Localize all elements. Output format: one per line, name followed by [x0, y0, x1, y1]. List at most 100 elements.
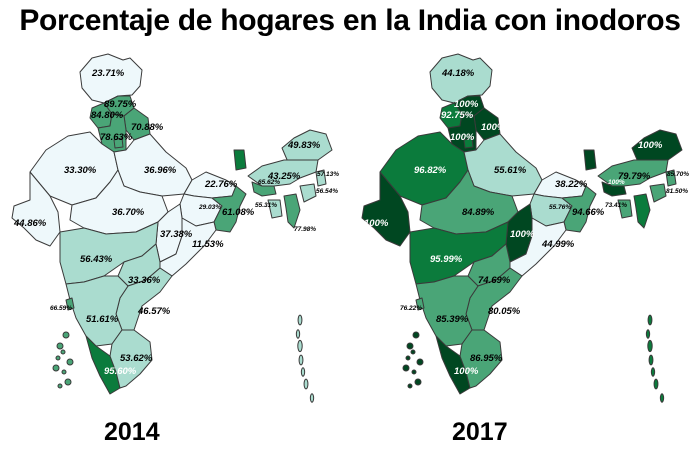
- state-sk-2014: [233, 149, 247, 171]
- value-label-uk-2014: 70.88%: [131, 122, 164, 133]
- state-jk-2017: [429, 53, 493, 104]
- island-andaman-1-2017: [645, 329, 651, 339]
- value-label-jh-2014: 29.03%: [198, 204, 221, 211]
- value-label-mh-2014: 56.43%: [80, 254, 113, 265]
- island-lakshadweep-5-2017: [402, 364, 410, 372]
- island-lakshadweep-3-2014: [55, 355, 61, 361]
- state-od-2017: [509, 217, 567, 277]
- value-label-jk-2014: 23.71%: [91, 68, 125, 79]
- value-label-br-2017: 38.22%: [555, 179, 588, 190]
- state-od-2014: [159, 217, 217, 277]
- value-label-tr-2014: 55.31%: [255, 202, 277, 209]
- island-andaman-0-2017: [647, 314, 653, 326]
- value-label-kl-2014: 95.60%: [104, 366, 137, 377]
- island-lakshadweep-0-2017: [412, 331, 420, 339]
- india-map-2014: 23.71% 89.75%84.80% 70.88%78.63% 33.30% 36.9…: [11, 53, 339, 403]
- value-label-ga-2014: 66.59%: [50, 305, 72, 312]
- value-label-mz-2014: 77.98%: [294, 226, 316, 233]
- state-jk-2014: [79, 53, 143, 104]
- state-ml-2014: [251, 181, 277, 197]
- value-label-up-2014: 36.96%: [144, 165, 177, 176]
- value-label-rj-2014: 33.30%: [64, 165, 97, 176]
- year-label-2014: 2014: [104, 418, 160, 446]
- value-label-ml-2014: 65.62%: [258, 179, 280, 186]
- year-label-2017: 2017: [452, 418, 508, 446]
- value-label-mh-2017: 95.99%: [430, 254, 463, 265]
- value-label-pb-2014: 84.80%: [91, 110, 124, 121]
- value-label-hp-2017: 100%: [454, 99, 479, 110]
- state-tn-2017: [459, 329, 503, 389]
- island-andaman-6-2017: [659, 393, 665, 403]
- island-andaman-3-2017: [648, 354, 654, 366]
- value-label-od-2014: 11.53%: [192, 239, 224, 250]
- island-andaman-4-2014: [300, 367, 306, 377]
- value-label-ar-2014: 49.83%: [287, 140, 321, 151]
- value-label-ka-2014: 51.61%: [86, 314, 119, 325]
- value-label-cg-2017: 100%: [510, 229, 535, 240]
- value-label-mn-2014: 56.54%: [316, 188, 338, 195]
- state-tr-2014: [267, 199, 283, 219]
- value-label-nl-2014: 57.13%: [317, 171, 339, 178]
- value-label-jh-2017: 55.76%: [549, 204, 571, 211]
- value-label-gj-2014: 44.86%: [13, 218, 47, 229]
- value-label-gj-2017: 100%: [364, 218, 389, 229]
- state-ga-2017: [415, 297, 425, 311]
- value-label-jk-2017: 44.18%: [441, 68, 475, 79]
- value-label-tn-2017: 86.95%: [470, 353, 503, 364]
- state-dl-2017: [463, 137, 474, 149]
- state-ka-2017: [415, 275, 479, 347]
- value-label-tg-2014: 33.36%: [128, 275, 161, 286]
- value-label-mz-2017: 96.01%: [644, 226, 666, 233]
- value-label-wb-2014: 61.08%: [222, 207, 255, 218]
- value-label-ap-2014: 46.57%: [137, 306, 171, 317]
- island-lakshadweep-7-2017: [414, 378, 422, 386]
- value-label-ap-2017: 80.05%: [488, 306, 521, 317]
- state-gj-2017: [361, 171, 411, 247]
- state-tr-2017: [617, 199, 633, 219]
- value-label-mn-2017: 81.50%: [666, 188, 688, 195]
- island-lakshadweep-4-2014: [66, 358, 74, 366]
- state-mz-2017: [633, 193, 651, 229]
- value-label-as-2014: 43.25%: [267, 171, 301, 182]
- value-label-nl-2017: 85.70%: [667, 171, 689, 178]
- state-ga-2014: [65, 297, 75, 311]
- island-lakshadweep-6-2017: [411, 369, 417, 375]
- island-lakshadweep-3-2017: [405, 355, 411, 361]
- island-lakshadweep-2-2014: [60, 349, 66, 355]
- state-ml-2017: [601, 181, 627, 197]
- value-label-as-2017: 79.79%: [618, 171, 651, 182]
- value-label-cg-2014: 37.38%: [160, 229, 193, 240]
- state-wb-2014: [211, 185, 247, 233]
- value-label-tr-2017: 73.41%: [605, 202, 627, 209]
- value-label-hr-2014: 78.63%: [100, 132, 133, 143]
- state-nl-2014: [315, 169, 327, 187]
- value-label-ga-2017: 76.22%: [400, 305, 422, 312]
- value-label-ar-2017: 100%: [638, 140, 663, 151]
- state-nl-2017: [665, 169, 677, 187]
- value-label-up-2017: 55.61%: [494, 165, 527, 176]
- value-label-ka-2017: 85.39%: [436, 314, 469, 325]
- island-andaman-6-2014: [309, 393, 315, 403]
- value-label-tg-2017: 74.69%: [478, 275, 511, 286]
- value-label-ml-2017: 100%: [608, 179, 625, 186]
- state-dl-2014: [113, 137, 124, 149]
- value-label-wb-2017: 94.66%: [572, 207, 605, 218]
- island-lakshadweep-7-2014: [64, 378, 72, 386]
- state-sk-2017: [583, 149, 597, 171]
- value-label-pb-2017: 92.75%: [441, 110, 474, 121]
- value-label-kl-2017: 100%: [454, 366, 479, 377]
- value-label-tn-2014: 53.62%: [120, 353, 153, 364]
- island-andaman-2-2014: [297, 339, 303, 353]
- island-andaman-2-2017: [647, 339, 653, 353]
- state-mn-2017: [649, 183, 667, 203]
- island-andaman-5-2014: [303, 378, 309, 390]
- island-lakshadweep-8-2014: [57, 383, 63, 389]
- state-ka-2014: [65, 275, 129, 347]
- value-label-hp-2014: 89.75%: [104, 99, 137, 110]
- value-label-mp-2014: 36.70%: [112, 207, 145, 218]
- island-andaman-3-2014: [298, 354, 304, 366]
- island-lakshadweep-1-2017: [406, 342, 414, 350]
- state-mz-2014: [283, 193, 301, 229]
- island-lakshadweep-4-2017: [416, 358, 424, 366]
- value-label-rj-2017: 96.82%: [414, 165, 447, 176]
